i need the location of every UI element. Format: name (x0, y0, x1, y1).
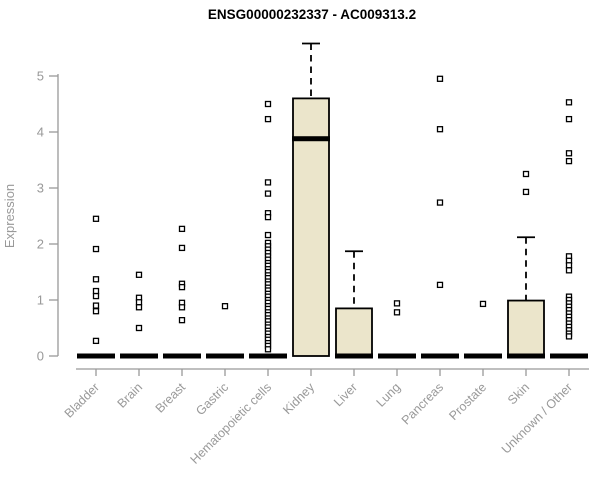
outlier-point-unknown-other (565, 333, 573, 340)
outlier-point-brain (135, 299, 143, 306)
boxplot-series (77, 42, 588, 359)
outlier-point-bladder (92, 287, 100, 295)
median-unknown-other (550, 353, 588, 359)
outlier-point-hematopoietic-cells (264, 213, 272, 221)
outlier-point-unknown-other (565, 262, 573, 269)
median-lung (378, 353, 416, 359)
median-gastric (206, 353, 244, 359)
y-tick-label-1: 1 (37, 293, 44, 308)
outlier-point-hematopoietic-cells (264, 179, 272, 186)
outlier-point-unknown-other (565, 115, 573, 123)
outlier-point-pancreas (436, 75, 444, 82)
outlier-point-brain (135, 271, 143, 278)
outlier-point-prostate (479, 300, 487, 308)
x-tick-label-breast: Breast (153, 380, 189, 416)
outlier-point-hematopoietic-cells (264, 190, 272, 197)
chart-title: ENSG00000232337 - AC009313.2 (208, 7, 416, 22)
outlier-point-bladder (92, 337, 100, 345)
outlier-points (92, 75, 573, 353)
x-tick-label-hematopoietic-cells: Hematopoietic cells (188, 380, 275, 467)
outlier-point-brain (135, 324, 143, 332)
x-tick-label-gastric: Gastric (193, 380, 231, 418)
x-tick-label-lung: Lung (374, 380, 404, 410)
median-pancreas (421, 353, 459, 359)
outlier-point-bladder (92, 308, 100, 315)
y-axis-label: Expression (2, 184, 17, 248)
median-bladder (77, 353, 115, 359)
outlier-point-breast (178, 304, 186, 311)
median-hematopoietic-cells (249, 353, 287, 359)
outlier-point-gastric (221, 303, 229, 310)
outlier-point-hematopoietic-cells (264, 346, 272, 353)
y-tick-label-2: 2 (37, 237, 44, 252)
median-liver (335, 353, 373, 359)
outlier-point-brain (135, 304, 143, 311)
outlier-point-lung (393, 300, 401, 307)
median-skin (507, 353, 545, 359)
outlier-point-pancreas (436, 199, 444, 206)
median-breast (163, 353, 201, 359)
outlier-point-skin (522, 170, 530, 178)
x-tick-label-kidney: Kidney (280, 380, 317, 417)
outlier-point-pancreas (436, 126, 444, 133)
outlier-point-unknown-other (565, 99, 573, 106)
y-tick-label-4: 4 (37, 125, 44, 140)
x-tick-label-liver: Liver (331, 380, 360, 409)
x-tick-label-bladder: Bladder (62, 380, 102, 420)
outlier-point-hematopoietic-cells (264, 231, 272, 239)
x-tick-label-brain: Brain (115, 380, 146, 411)
outlier-point-bladder (92, 215, 100, 222)
y-tick-label-5: 5 (37, 69, 44, 84)
y-tick-label-0: 0 (37, 349, 44, 364)
x-tick-label-pancreas: Pancreas (399, 380, 446, 427)
outlier-point-skin (522, 188, 530, 196)
outlier-point-unknown-other (565, 150, 573, 157)
box-skin (507, 299, 545, 357)
outlier-point-hematopoietic-cells (264, 100, 272, 108)
outlier-point-bladder (92, 292, 100, 300)
outlier-point-lung (393, 309, 401, 316)
outlier-point-breast (178, 225, 186, 233)
outlier-point-unknown-other (565, 267, 573, 274)
outlier-point-bladder (92, 276, 100, 283)
median-prostate (464, 353, 502, 359)
outlier-point-breast (178, 317, 186, 324)
median-kidney (292, 136, 330, 142)
outlier-point-pancreas (436, 281, 444, 289)
outlier-point-bladder (92, 245, 100, 253)
outlier-point-hematopoietic-cells (264, 115, 272, 123)
x-tick-label-skin: Skin (505, 380, 532, 407)
median-brain (120, 353, 158, 359)
y-tick-label-3: 3 (37, 181, 44, 196)
outlier-point-breast (178, 244, 186, 252)
outlier-point-unknown-other (565, 157, 573, 165)
outlier-point-breast (178, 283, 186, 291)
box-kidney (292, 97, 330, 357)
box-liver (335, 307, 373, 357)
x-tick-label-prostate: Prostate (446, 380, 489, 423)
outlier-point-bladder (92, 302, 100, 309)
